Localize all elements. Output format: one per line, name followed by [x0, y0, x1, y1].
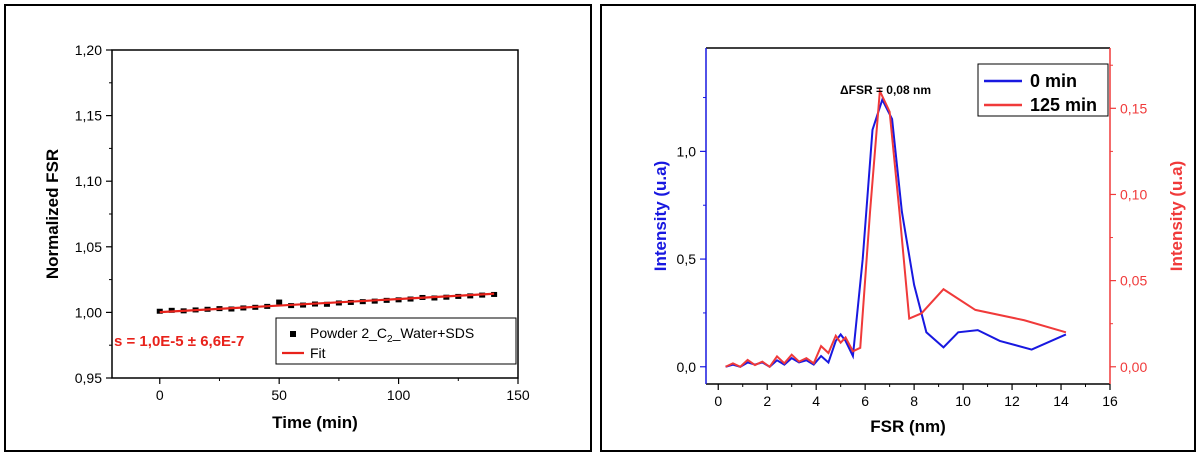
legend-label: 125 min — [1030, 95, 1097, 115]
data-point — [276, 299, 283, 305]
x-tick-label: 150 — [506, 387, 530, 403]
y-tick-label-left: 0,0 — [677, 359, 697, 375]
legend-label-fit: Fit — [310, 345, 326, 361]
legend-box — [977, 63, 1109, 117]
x-tick-label: 50 — [271, 387, 287, 403]
x-tick-label: 10 — [955, 393, 971, 409]
legend-label: 0 min — [1030, 71, 1077, 91]
legend-marker-data — [290, 331, 296, 337]
x-tick-label: 0 — [714, 393, 722, 409]
right-chart-panel: 0 2 4 6 8 10 12 14 16 0,0 0,5 1,0 0,00 0,05 0,10 0,15 FS… — [600, 4, 1196, 452]
y-tick-label: 1,00 — [75, 304, 102, 320]
x-tick-label: 0 — [156, 387, 164, 403]
x-tick-label: 100 — [387, 387, 411, 403]
x-tick-label: 14 — [1053, 393, 1069, 409]
y-tick-label-right: 0,05 — [1120, 273, 1147, 289]
x-tick-label: 4 — [812, 393, 820, 409]
intensity-spectrum-chart: 0 2 4 6 8 10 12 14 16 0,0 0,5 1,0 0,00 0,05 0,10 0,15 FS… — [651, 47, 1186, 436]
y-tick-label-left: 0,5 — [677, 251, 697, 267]
y-axis-label-left: Intensity (u.a) — [651, 161, 670, 272]
legend-box — [275, 317, 517, 365]
series-line-0min — [725, 97, 1067, 368]
fit-line — [159, 292, 495, 314]
y-tick-label: 0,95 — [75, 370, 102, 386]
data-point — [168, 307, 175, 313]
slope-annotation: s = 1,0E-5 ± 6,6E-7 — [114, 333, 244, 350]
legend-label-data: Powder 2_C2_Water+SDS — [310, 325, 474, 345]
y-tick-label: 1,10 — [75, 173, 102, 189]
x-tick-label: 6 — [861, 393, 869, 409]
y-tick-label-right: 0,10 — [1120, 186, 1147, 202]
data-point — [323, 301, 330, 307]
y-tick-label-right: 0,15 — [1120, 100, 1147, 116]
x-tick-label: 16 — [1102, 393, 1118, 409]
delta-fsr-annotation: ΔFSR = 0,08 nm — [840, 83, 931, 97]
normalized-fsr-chart: 0 50 100 150 0,95 1,00 1,05 1,10 1,15 1,20 Time (m… — [43, 42, 530, 432]
y-tick-label-left: 1,0 — [677, 143, 697, 159]
left-chart-panel: 0 50 100 150 0,95 1,00 1,05 1,10 1,15 1,20 Time (m… — [4, 4, 592, 452]
y-tick-label-right: 0,00 — [1120, 359, 1147, 375]
y-tick-label: 1,20 — [75, 42, 102, 58]
x-tick-label: 12 — [1004, 393, 1020, 409]
y-axis-label: Normalized FSR — [43, 149, 62, 279]
series-line-125min — [725, 87, 1067, 369]
x-tick-label: 2 — [763, 393, 771, 409]
y-tick-label: 1,05 — [75, 239, 102, 255]
y-tick-label: 1,15 — [75, 108, 102, 124]
y-axis-label-right: Intensity (u.a) — [1167, 161, 1186, 272]
x-axis-label: Time (min) — [272, 413, 358, 432]
x-tick-label: 8 — [910, 393, 918, 409]
x-axis-label: FSR (nm) — [870, 417, 946, 436]
